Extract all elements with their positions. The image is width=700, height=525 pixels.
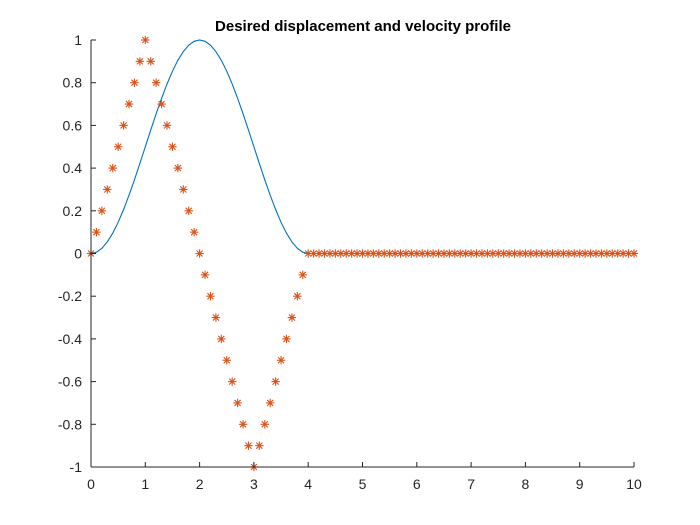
velocity-point <box>233 398 242 408</box>
velocity-point <box>244 441 253 450</box>
velocity-point <box>570 249 579 258</box>
velocity-point <box>206 292 215 301</box>
velocity-point <box>396 249 405 258</box>
velocity-point <box>510 249 519 258</box>
velocity-point <box>227 377 237 386</box>
velocity-point <box>157 99 166 109</box>
velocity-point <box>184 206 193 215</box>
velocity-point <box>260 420 269 429</box>
velocity-point <box>124 99 134 109</box>
velocity-point <box>97 206 107 215</box>
velocity-point <box>347 249 356 258</box>
velocity-point <box>629 249 639 258</box>
y-tick-label: -0.6 <box>58 374 82 390</box>
velocity-point <box>92 227 101 237</box>
y-tick-label: 0.8 <box>63 75 83 91</box>
velocity-point <box>173 163 183 173</box>
x-tick-label: 4 <box>304 476 312 492</box>
velocity-point <box>135 57 145 66</box>
velocity-point <box>456 249 465 258</box>
y-tick-label: -0.2 <box>58 288 82 304</box>
velocity-point <box>189 227 199 237</box>
velocity-point <box>499 249 508 258</box>
velocity-point <box>265 398 275 408</box>
x-tick-label: 6 <box>413 476 421 492</box>
x-tick-label: 7 <box>467 476 475 492</box>
x-tick-label: 1 <box>141 476 149 492</box>
velocity-point <box>472 249 481 258</box>
velocity-point <box>293 292 302 301</box>
velocity-point <box>401 249 411 258</box>
velocity-point <box>141 35 150 45</box>
velocity-point <box>162 121 172 130</box>
y-tick-label: 0.6 <box>63 117 83 133</box>
y-tick-label: 1 <box>74 32 82 48</box>
x-tick-label: 10 <box>626 476 642 492</box>
velocity-point <box>195 249 204 258</box>
velocity-point <box>113 142 123 151</box>
velocity-point <box>151 78 161 87</box>
velocity-point <box>287 313 297 322</box>
y-tick-label: 0.4 <box>63 160 83 176</box>
velocity-point <box>298 270 307 280</box>
displacement-line <box>90 39 634 255</box>
chart-title: Desired displacement and velocity profil… <box>215 18 511 35</box>
velocity-point <box>108 163 117 173</box>
velocity-point <box>200 270 210 280</box>
y-tick-label: 0 <box>74 246 82 262</box>
velocity-point <box>211 313 221 322</box>
velocity-point <box>146 57 155 66</box>
velocity-point <box>580 249 590 258</box>
y-tick-label: 0.2 <box>63 203 83 219</box>
velocity-point <box>217 334 226 344</box>
velocity-point <box>613 249 622 258</box>
velocity-point <box>591 249 601 258</box>
velocity-markers <box>86 35 639 472</box>
velocity-point <box>222 356 231 365</box>
velocity-point <box>564 249 574 258</box>
x-tick-label: 2 <box>196 476 204 492</box>
velocity-point <box>130 78 139 87</box>
velocity-point <box>255 441 264 450</box>
x-axis-ticks: 0 1 2 3 4 5 6 7 8 9 10 <box>87 462 642 492</box>
x-tick-label: 9 <box>576 476 584 492</box>
velocity-point <box>542 249 552 258</box>
x-tick-label: 3 <box>250 476 258 492</box>
velocity-point <box>282 334 291 344</box>
velocity-point <box>352 249 362 258</box>
velocity-point <box>276 356 286 365</box>
velocity-point <box>103 185 112 194</box>
velocity-point <box>374 249 383 258</box>
plot-area <box>86 35 639 472</box>
velocity-point <box>179 185 188 194</box>
y-tick-label: -0.4 <box>58 331 82 347</box>
y-tick-label: -0.8 <box>58 416 82 432</box>
y-axis-ticks: 1 0.8 0.6 0.4 0.2 0 -0.2 -0.4 -0.6 -0.8 -1 <box>58 32 96 475</box>
velocity-point <box>271 377 280 386</box>
x-tick-label: 5 <box>359 476 367 492</box>
velocity-point <box>238 420 248 429</box>
x-tick-label: 8 <box>522 476 530 492</box>
velocity-point <box>168 142 177 151</box>
y-tick-label: -1 <box>70 459 83 475</box>
x-tick-label: 0 <box>87 476 95 492</box>
velocity-point <box>119 121 128 130</box>
velocity-point <box>483 249 492 258</box>
